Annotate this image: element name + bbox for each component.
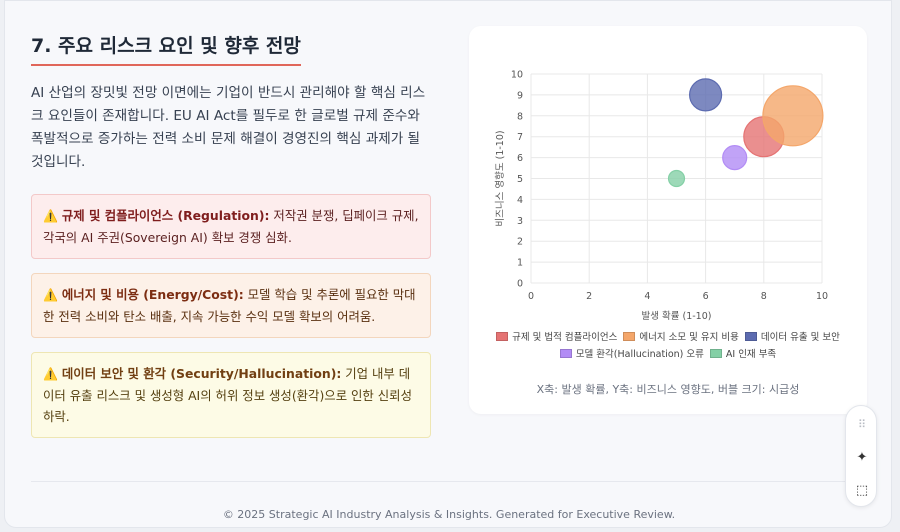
y-axis-title: 비즈니스 영향도 (1-10) [494, 130, 506, 226]
bubble-point [667, 169, 686, 188]
legend-swatch [744, 332, 757, 341]
risk-title: 규제 및 컴플라이언스 (Regulation): [61, 208, 270, 223]
legend-item[interactable]: 데이터 유출 및 보안 [744, 329, 840, 346]
x-axis-title: 발생 확률 (1-10) [642, 310, 712, 322]
risk-title: 에너지 및 비용 (Energy/Cost): [61, 287, 244, 302]
risk-bubble-chart-card: 0 1 2 3 4 5 6 7 8 9 10 0 2 4 6 8 10 발생 확률 (1-10) 비즈니스 영향도 … [469, 26, 867, 414]
x-tick-label: 4 [644, 291, 650, 302]
legend-label: 에너지 소모 및 유지 비용 [639, 332, 739, 343]
risk-text: 모델 학습 및 추론에 필요한 막대한 전력 소비와 탄소 배출, 지속 가능한… [43, 287, 416, 324]
legend-label: 모델 환각(Hallucination) 오류 [575, 349, 704, 360]
y-tick-label: 6 [517, 153, 523, 164]
legend-swatch [623, 332, 636, 341]
x-tick-label: 0 [528, 291, 534, 302]
legend-swatch [709, 349, 722, 358]
x-tick-label: 2 [586, 291, 592, 302]
warning-icon: ⚠️ [43, 209, 58, 223]
y-tick-label: 8 [517, 111, 523, 122]
footer: © 2025 Strategic AI Industry Analysis & … [222, 508, 676, 521]
legend-item[interactable]: AI 인재 부족 [709, 346, 777, 363]
y-tick-label: 10 [511, 70, 523, 81]
y-tick-label: 1 [517, 258, 523, 269]
risk-title: 데이터 보안 및 환각 (Security/Hallucination): [61, 366, 342, 381]
sparkle-icon[interactable]: ✦ [856, 450, 868, 465]
section-intro: AI 산업의 장밋빛 전망 이면에는 기업이 반드시 관리해야 할 핵심 리스크… [31, 85, 426, 170]
legend-label: 규제 및 법적 컴플라이언스 [512, 332, 618, 343]
risk-bubble-chart: 0 1 2 3 4 5 6 7 8 9 10 0 2 4 6 8 10 발생 확률 (1-10) 비즈니스 영향도 … [494, 70, 828, 323]
content-column: 7. 주요 리스크 요인 및 향후 전망 AI 산업의 장밋빛 전망 이면에는 … [31, 31, 431, 438]
risk-card-regulation: ⚠️ 규제 및 컴플라이언스 (Regulation): 저작권 분쟁, 딥페이… [31, 194, 431, 259]
y-tick-label: 4 [517, 195, 523, 206]
x-tick-label: 10 [816, 291, 828, 302]
risk-text: 저작권 분쟁, 딥페이크 규제, 각국의 AI 주권(Sovereign AI)… [43, 208, 419, 245]
x-tick-label: 6 [703, 291, 709, 302]
bubble-point [722, 145, 748, 171]
risk-card-energy: ⚠️ 에너지 및 비용 (Energy/Cost): 모델 학습 및 추론에 필… [31, 273, 431, 338]
drag-handle-icon[interactable]: ⠿ [857, 418, 867, 431]
legend-swatch [496, 332, 509, 341]
warning-icon: ⚠️ [43, 367, 58, 381]
floating-toolbar: ⠿ ✦ ⬚ [845, 405, 877, 507]
legend-item[interactable]: 모델 환각(Hallucination) 오류 [559, 346, 704, 363]
y-tick-label: 7 [517, 132, 523, 143]
y-tick-label: 0 [517, 279, 523, 290]
select-cursor-icon[interactable]: ⬚ [855, 483, 869, 498]
y-tick-label: 5 [517, 174, 523, 185]
legend-label: 데이터 유출 및 보안 [760, 332, 840, 343]
footer-divider [31, 481, 865, 482]
page: 7. 주요 리스크 요인 및 향후 전망 AI 산업의 장밋빛 전망 이면에는 … [4, 0, 892, 528]
legend-item[interactable]: 에너지 소모 및 유지 비용 [623, 329, 739, 346]
section-title: 7. 주요 리스크 요인 및 향후 전망 [31, 31, 301, 66]
y-tick-label: 9 [517, 90, 523, 101]
risk-text: 기업 내부 데이터 유출 리스크 및 생성형 AI의 허위 정보 생성(환각)으… [43, 366, 412, 424]
bubble-point [689, 78, 723, 112]
risk-card-security: ⚠️ 데이터 보안 및 환각 (Security/Hallucination):… [31, 352, 431, 438]
legend-label: AI 인재 부족 [725, 349, 777, 360]
chart-caption: X축: 발생 확률, Y축: 비즈니스 영향도, 버블 크기: 시급성 [536, 383, 800, 396]
y-tick-label: 3 [517, 216, 523, 227]
bubble-point [762, 85, 824, 147]
warning-icon: ⚠️ [43, 288, 58, 302]
legend-item[interactable]: 규제 및 법적 컴플라이언스 [496, 329, 617, 346]
x-tick-label: 8 [761, 291, 767, 302]
y-tick-label: 2 [517, 237, 523, 248]
legend-swatch [559, 349, 572, 358]
